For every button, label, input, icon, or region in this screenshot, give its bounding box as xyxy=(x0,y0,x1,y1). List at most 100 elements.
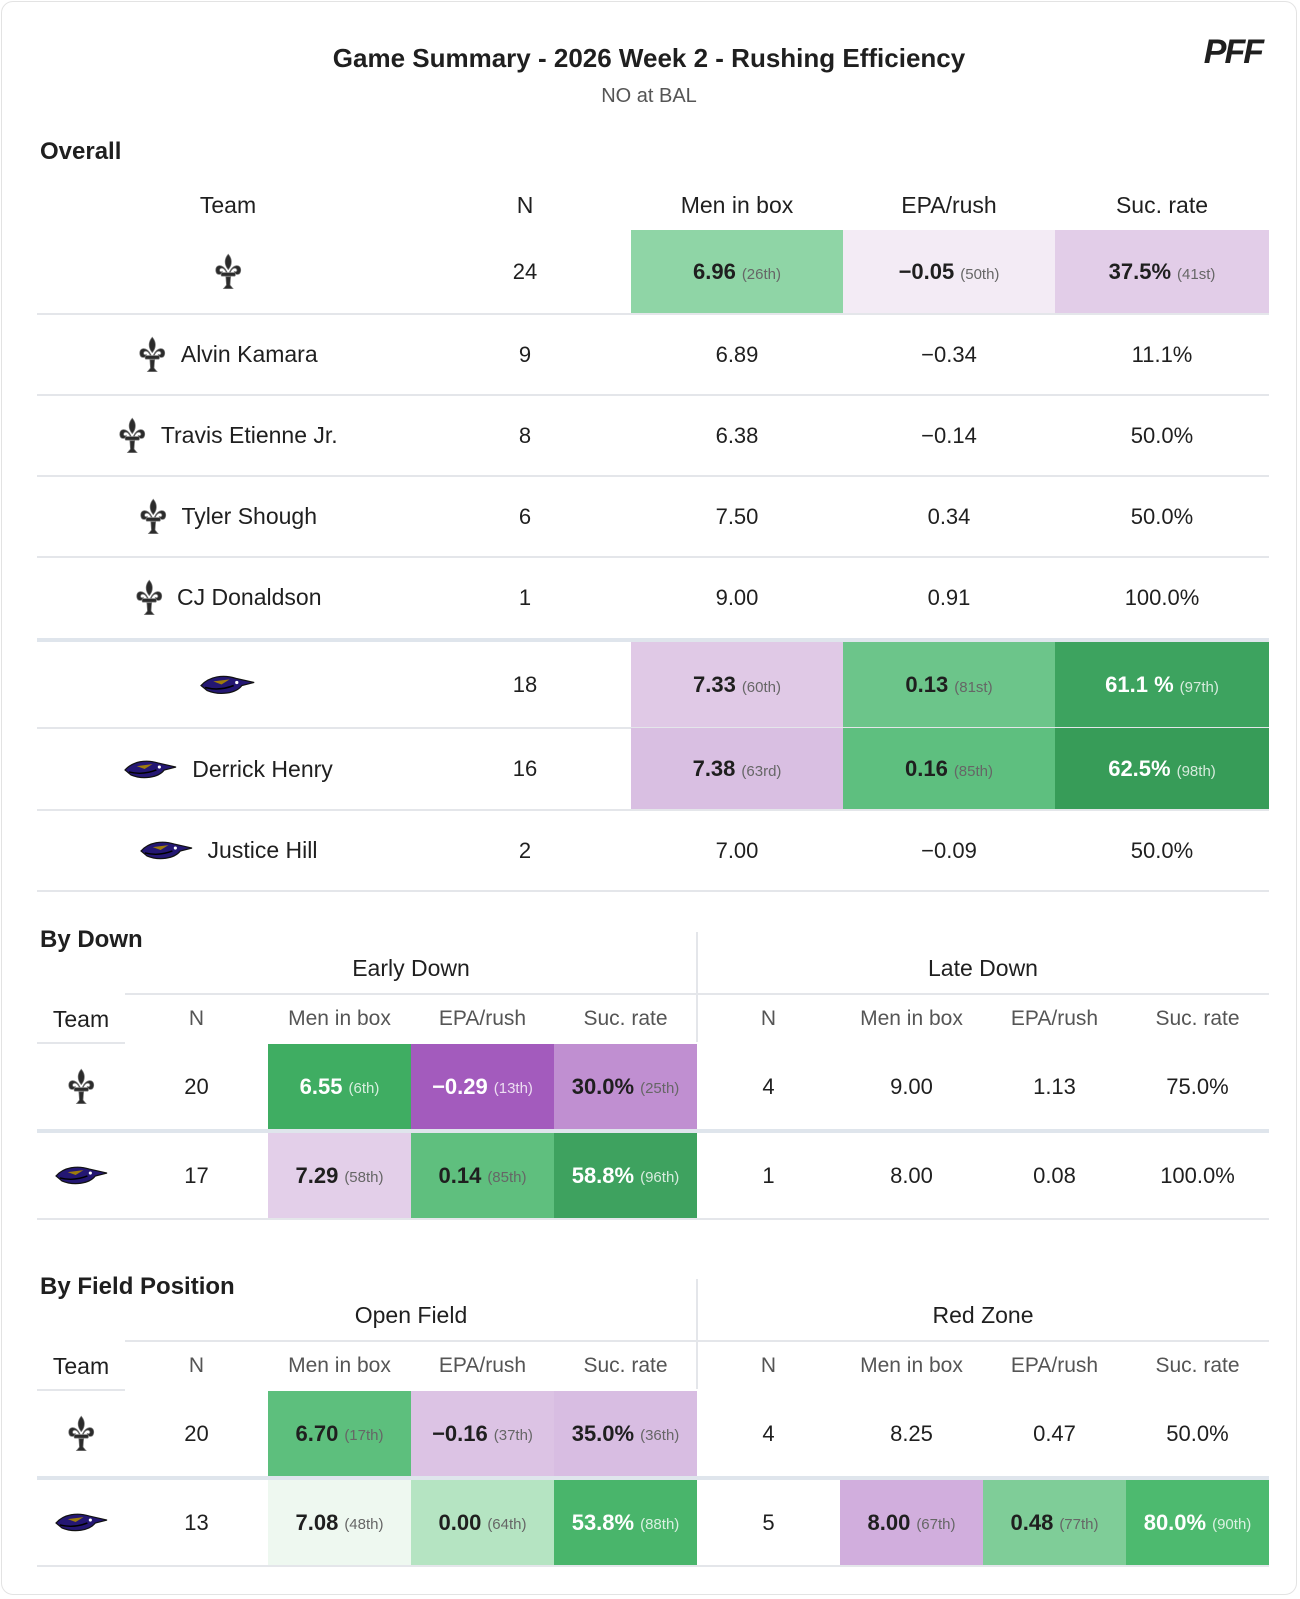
cell-value: −0.29 xyxy=(432,1073,488,1099)
cell: 8.00 (67th) xyxy=(840,1480,983,1565)
cell-value: 7.29 xyxy=(295,1162,339,1188)
column-header: EPA/rush xyxy=(438,1007,527,1030)
player-name: Travis Etienne Jr. xyxy=(160,422,338,448)
cell-rank: (85th) xyxy=(487,1169,527,1186)
cell: 6.55 (6th) xyxy=(268,1044,411,1129)
cell-value: 4 xyxy=(762,1073,775,1099)
cell-value: 18 xyxy=(512,672,538,697)
column-header: EPA/rush xyxy=(1010,1354,1099,1377)
group-divider xyxy=(696,932,698,1042)
column-header: Suc. rate xyxy=(583,1354,668,1377)
pff-logo: PFF xyxy=(1203,32,1264,71)
cell-rank: (36th) xyxy=(640,1427,680,1444)
cell-rank: (90th) xyxy=(1212,1516,1252,1533)
cell: 6.96 (26th) xyxy=(631,230,843,314)
cell-value: 6 xyxy=(518,503,532,529)
cell-rank: (96th) xyxy=(640,1169,680,1186)
cell-value: 50.0% xyxy=(1166,1420,1229,1446)
cell: 61.1 % (97th) xyxy=(1055,642,1269,728)
cell-value: 16 xyxy=(512,756,538,781)
cell-rank: (37th) xyxy=(493,1427,533,1444)
divider xyxy=(37,556,1269,558)
column-header: Men in box xyxy=(288,1007,391,1030)
team-cell xyxy=(37,230,419,314)
cell: 35.0% (36th) xyxy=(554,1391,697,1476)
team-cell: Alvin Kamara xyxy=(37,314,419,395)
divider xyxy=(37,890,1269,892)
team-cell: Derrick Henry xyxy=(37,728,419,810)
group-header: Open Field xyxy=(354,1301,468,1328)
saints-logo xyxy=(215,253,241,289)
cell-value: 100.0% xyxy=(1160,1162,1235,1188)
subtitle: NO at BAL xyxy=(601,84,697,107)
team-cell xyxy=(37,1391,125,1476)
cell: −0.16 (37th) xyxy=(411,1391,554,1476)
divider xyxy=(37,1476,1269,1480)
cell-rank: (67th) xyxy=(916,1516,956,1533)
divider xyxy=(697,993,1269,995)
cell-value: 7.08 xyxy=(295,1509,339,1535)
cell-value: 4 xyxy=(762,1420,775,1446)
cell-value: 75.0% xyxy=(1166,1073,1229,1099)
column-header: Suc. rate xyxy=(1155,1354,1240,1377)
cell: 0.13 (81st) xyxy=(843,642,1055,728)
cell-value: −0.34 xyxy=(921,341,977,367)
cell: 0.14 (85th) xyxy=(411,1133,554,1218)
saints-logo xyxy=(119,417,146,453)
cell-value: 0.48 xyxy=(1010,1509,1054,1535)
cell: 7.38 (63rd) xyxy=(631,728,843,810)
cell-value: 35.0% xyxy=(571,1420,635,1446)
ravens-logo xyxy=(54,1166,107,1185)
cell-value: 6.89 xyxy=(715,341,759,367)
cell-rank: (88th) xyxy=(640,1516,680,1533)
group-header: Red Zone xyxy=(932,1301,1034,1328)
cell-rank: (6th) xyxy=(348,1080,380,1097)
cell-value: 5 xyxy=(762,1509,775,1535)
cell-value: 61.1 % xyxy=(1105,672,1174,697)
team-cell: Justice Hill xyxy=(37,810,419,891)
cell-rank: (26th) xyxy=(741,265,781,283)
cell-rank: (48th) xyxy=(344,1516,384,1533)
divider xyxy=(37,475,1269,477)
cell: 80.0% (90th) xyxy=(1126,1480,1269,1565)
section-title: Overall xyxy=(40,138,122,165)
cell-value: 2 xyxy=(518,837,532,863)
cell: 37.5% (41st) xyxy=(1055,230,1269,314)
column-header: Team xyxy=(52,1005,110,1032)
ravens-logo xyxy=(54,1513,107,1532)
team-cell: CJ Donaldson xyxy=(37,557,419,638)
cell-value: 11.1% xyxy=(1131,341,1193,367)
cell-rank: (58th) xyxy=(344,1169,384,1186)
cell-rank: (77th) xyxy=(1059,1516,1099,1533)
cell-value: 20 xyxy=(184,1420,209,1446)
cell: 7.29 (58th) xyxy=(268,1133,411,1218)
divider xyxy=(37,638,1269,642)
cell-value: 30.0% xyxy=(571,1073,635,1099)
column-header: Suc. rate xyxy=(1155,1007,1240,1030)
saints-logo xyxy=(135,579,162,615)
cell-value: 1 xyxy=(518,584,532,610)
cell-value: 7.00 xyxy=(715,837,759,863)
cell-rank: (17th) xyxy=(344,1427,384,1444)
cell-rank: (13th) xyxy=(493,1080,533,1097)
cell-value: 0.08 xyxy=(1033,1162,1076,1188)
team-cell xyxy=(37,1133,125,1218)
cell-rank: (63rd) xyxy=(741,762,782,780)
cell-rank: (64th) xyxy=(487,1516,527,1533)
cell-value: 24 xyxy=(512,259,538,284)
cell-value: 37.5% xyxy=(1108,259,1172,284)
cell: 7.33 (60th) xyxy=(631,642,843,728)
saints-logo xyxy=(140,498,167,534)
cell-value: 0.13 xyxy=(905,672,949,697)
divider xyxy=(37,1129,1269,1133)
cell-value: 6.55 xyxy=(299,1073,343,1099)
cell-value: 6.96 xyxy=(692,259,736,284)
group-header: Late Down xyxy=(928,954,1038,981)
column-header: N xyxy=(760,1354,777,1377)
cell-value: 20 xyxy=(184,1073,209,1099)
cell: 58.8% (96th) xyxy=(554,1133,697,1218)
cell: 0.48 (77th) xyxy=(983,1480,1126,1565)
team-cell: Travis Etienne Jr. xyxy=(37,395,419,476)
player-name: CJ Donaldson xyxy=(177,584,322,610)
